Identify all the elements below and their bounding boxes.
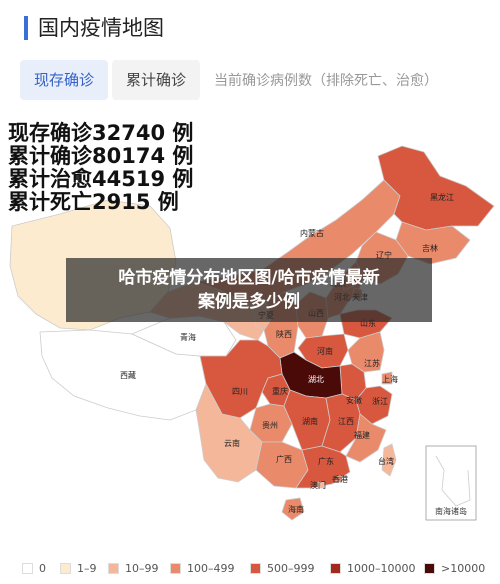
province-label: 台湾 bbox=[378, 456, 394, 466]
province-fujian[interactable] bbox=[345, 413, 387, 463]
province-taiwan[interactable] bbox=[381, 443, 397, 477]
province-label: 内蒙古 bbox=[300, 228, 324, 238]
province-hongkong[interactable] bbox=[335, 475, 343, 483]
legend-swatch bbox=[170, 562, 181, 574]
stat-current-confirmed: 现存确诊32740 例 bbox=[8, 121, 194, 145]
province-label: 黑龙江 bbox=[430, 192, 454, 202]
legend-swatch bbox=[22, 562, 33, 574]
province-macau[interactable] bbox=[317, 481, 325, 489]
province-label: 浙江 bbox=[372, 396, 388, 406]
legend-label: 10–99 bbox=[125, 561, 159, 575]
page-header: 国内疫情地图 bbox=[0, 0, 500, 54]
province-label: 福建 bbox=[354, 430, 370, 440]
province-label: 上海 bbox=[382, 374, 398, 384]
legend-label: 500–999 bbox=[267, 561, 315, 575]
province-label: 江苏 bbox=[364, 358, 380, 368]
province-label: 广西 bbox=[276, 454, 292, 464]
legend-swatch bbox=[424, 562, 435, 574]
province-label: 青海 bbox=[180, 332, 196, 342]
south-china-sea-inset: 南海诸岛 bbox=[425, 445, 477, 521]
legend-swatch bbox=[250, 562, 261, 574]
province-yunnan[interactable] bbox=[195, 383, 263, 483]
banner-line-1: 哈市疫情分布地区图/哈市疫情最新 bbox=[118, 268, 380, 288]
province-label: 香港 bbox=[332, 474, 348, 484]
province-shanghai[interactable] bbox=[381, 371, 393, 385]
legend-swatch bbox=[108, 562, 119, 574]
province-label: 江西 bbox=[338, 417, 354, 426]
stat-cumulative-deaths: 累计死亡2915 例 bbox=[8, 190, 179, 214]
province-label: 辽宁 bbox=[376, 250, 392, 260]
legend-swatch bbox=[60, 562, 71, 574]
province-label: 河南 bbox=[317, 346, 333, 356]
tab-cumulative-confirmed[interactable]: 累计确诊 bbox=[112, 60, 200, 100]
inset-label: 南海诸岛 bbox=[435, 506, 467, 516]
legend-label: 1–9 bbox=[77, 561, 97, 575]
map-legend: 0 1–9 10–99 100–499 500–999 1000–10000 >… bbox=[0, 556, 500, 580]
legend-label: 0 bbox=[39, 561, 46, 575]
legend-item-1: 1–9 bbox=[60, 560, 97, 576]
tab-current-confirmed[interactable]: 现存确诊 bbox=[20, 60, 108, 100]
stat-cumulative-confirmed: 累计确诊80174 例 bbox=[8, 144, 194, 168]
province-label: 山东 bbox=[360, 318, 376, 328]
province-label: 湖南 bbox=[302, 416, 318, 426]
province-label: 吉林 bbox=[422, 243, 438, 253]
legend-item-5: 1000–10000 bbox=[330, 560, 416, 576]
tab-note: 当前确诊病例数（排除死亡、治愈） bbox=[214, 73, 438, 89]
province-label: 安徽 bbox=[346, 395, 362, 405]
tab-bar: 现存确诊 累计确诊 当前确诊病例数（排除死亡、治愈） bbox=[0, 60, 500, 104]
province-label: 陕西 bbox=[276, 329, 292, 339]
province-label: 澳门 bbox=[310, 480, 326, 490]
banner-line-2: 案例是多少例 bbox=[198, 292, 300, 312]
header-accent-bar bbox=[24, 16, 28, 40]
legend-item-3: 100–499 bbox=[170, 560, 235, 576]
overlay-banner: 哈市疫情分布地区图/哈市疫情最新 案例是多少例 bbox=[66, 258, 432, 322]
stat-cumulative-recovered: 累计治愈44519 例 bbox=[8, 167, 194, 191]
province-label: 贵州 bbox=[262, 420, 278, 430]
stats-panel: 现存确诊32740 例 累计确诊80174 例 累计治愈44519 例 累计死亡… bbox=[8, 122, 193, 214]
legend-item-4: 500–999 bbox=[250, 560, 315, 576]
province-label: 重庆 bbox=[272, 386, 288, 396]
province-label: 湖北 bbox=[308, 375, 324, 384]
legend-item-6: >10000 bbox=[424, 560, 485, 576]
page-title: 国内疫情地图 bbox=[38, 16, 164, 40]
province-label: 西藏 bbox=[120, 370, 136, 380]
province-heilongjiang[interactable] bbox=[377, 145, 495, 231]
legend-item-2: 10–99 bbox=[108, 560, 159, 576]
legend-label: 1000–10000 bbox=[347, 561, 416, 575]
province-label: 云南 bbox=[224, 438, 240, 448]
legend-label: 100–499 bbox=[187, 561, 235, 575]
province-label: 广东 bbox=[318, 456, 334, 466]
province-label: 四川 bbox=[232, 387, 248, 396]
legend-item-0: 0 bbox=[22, 560, 46, 576]
legend-swatch bbox=[330, 562, 341, 574]
province-label: 海南 bbox=[288, 504, 304, 514]
legend-label: >10000 bbox=[441, 561, 486, 575]
province-hainan[interactable] bbox=[281, 497, 305, 521]
